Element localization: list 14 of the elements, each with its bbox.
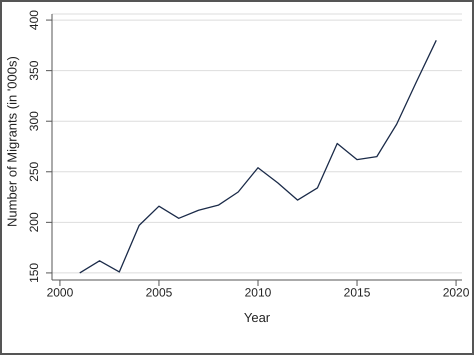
- y-axis-title: Number of Migrants (in '000s): [4, 56, 20, 227]
- x-tick-label: 2015: [344, 286, 371, 300]
- x-tick-label: 2005: [146, 286, 173, 300]
- x-tick-label: 2010: [244, 286, 272, 300]
- y-tick-label: 350: [27, 60, 41, 81]
- y-tick-label: 250: [27, 161, 41, 182]
- line-series: [79, 40, 437, 274]
- x-tick-label: 2000: [46, 286, 74, 300]
- y-tick-label: 300: [27, 110, 41, 132]
- y-tick-label: 150: [27, 262, 41, 283]
- y-tick-label: 400: [27, 10, 41, 30]
- y-tick-label: 200: [27, 212, 41, 232]
- x-axis-title: Year: [244, 310, 271, 325]
- x-tick-label: 2020: [442, 286, 470, 300]
